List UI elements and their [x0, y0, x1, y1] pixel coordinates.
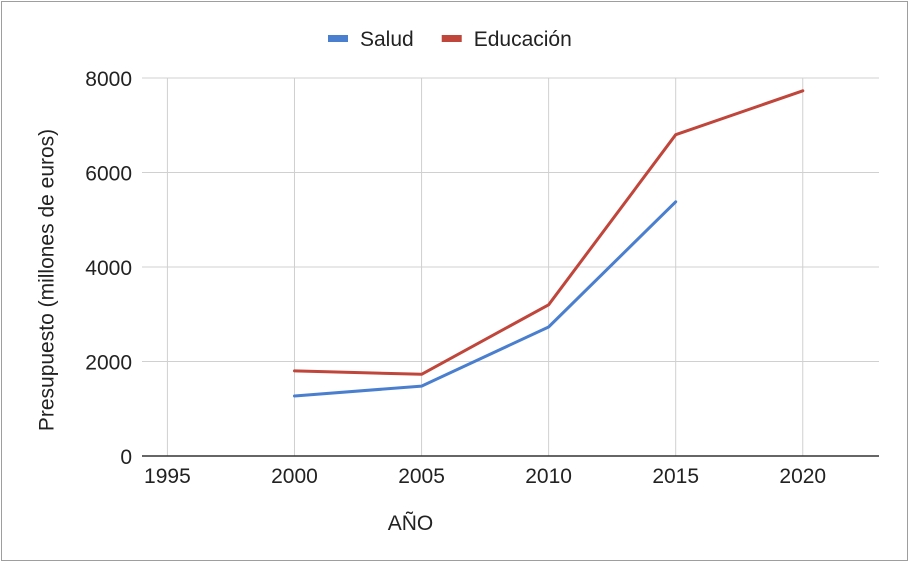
x-tick-label: 2015	[652, 465, 699, 488]
legend: Salud Educación	[328, 28, 572, 51]
x-tick-label: 2020	[779, 465, 826, 488]
y-tick-label: 0	[120, 446, 132, 469]
y-tick-label: 6000	[85, 163, 132, 186]
series-layer	[293, 89, 805, 398]
legend-swatch	[441, 35, 462, 42]
x-tick-label: 2010	[525, 465, 572, 488]
grid	[142, 77, 879, 456]
legend-label: Salud	[360, 28, 414, 51]
legend-label: Educación	[474, 28, 572, 51]
series-line-salud	[293, 200, 678, 398]
series-line-educación	[293, 89, 805, 376]
x-tick-label: 2005	[398, 465, 445, 488]
y-tick-label: 8000	[85, 68, 132, 91]
y-axis-title: Presupuesto (millones de euros)	[35, 129, 58, 431]
axes: 0 2000 4000 6000 8000 1995 2000 2005 2010 2015 202…	[85, 68, 879, 488]
x-tick-label: 2000	[271, 465, 318, 488]
x-tick-label: 1995	[144, 465, 191, 488]
legend-swatch	[328, 35, 348, 42]
y-tick-label: 2000	[85, 352, 132, 375]
y-tick-label: 4000	[85, 257, 132, 280]
x-axis-title: AÑO	[388, 511, 434, 535]
